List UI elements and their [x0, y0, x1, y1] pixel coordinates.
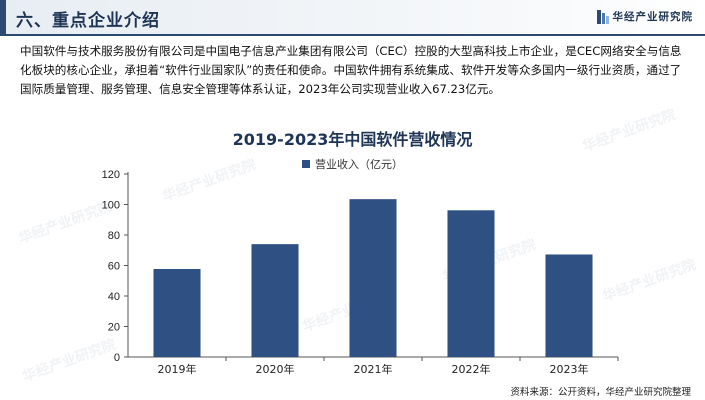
- legend-label: 营业收入（亿元）: [315, 158, 403, 171]
- chart-title: 2019-2023年中国软件营收情况: [232, 130, 473, 149]
- x-tick-label: 2020年: [256, 362, 295, 376]
- intro-paragraph: 中国软件与技术服务股份有限公司是中国电子信息产业集团有限公司（CEC）控股的大型…: [20, 44, 682, 96]
- y-tick-label: 40: [108, 291, 120, 303]
- x-tick-label: 2019年: [158, 362, 197, 376]
- legend-swatch: [302, 160, 310, 168]
- x-tick-label: 2023年: [550, 362, 589, 376]
- y-tick-label: 100: [102, 200, 120, 212]
- y-tick-label: 60: [108, 261, 120, 273]
- page-title: 六、重点企业介绍: [16, 11, 160, 31]
- bar: [447, 210, 495, 357]
- x-tick-label: 2022年: [452, 362, 491, 376]
- x-tick-label: 2021年: [354, 362, 393, 376]
- y-tick-label: 20: [108, 322, 120, 334]
- brand-name: 华经产业研究院: [612, 11, 693, 23]
- bar: [251, 244, 299, 357]
- source-note: 资料来源：公开资料，华经产业研究院整理: [510, 387, 691, 398]
- bar: [153, 269, 201, 357]
- bar: [349, 199, 397, 357]
- y-tick-label: 120: [102, 169, 120, 181]
- brand: 华经产业研究院: [596, 9, 694, 24]
- y-tick-label: 0: [114, 352, 120, 364]
- header-accent: [0, 0, 6, 34]
- y-tick-label: 80: [108, 230, 120, 242]
- header-bar: 六、重点企业介绍 华经产业研究院: [0, 0, 705, 34]
- chart-legend: 营业收入（亿元）: [302, 156, 403, 172]
- header-divider: [0, 34, 705, 36]
- bar: [545, 254, 593, 357]
- brand-logo-icon: [596, 9, 609, 24]
